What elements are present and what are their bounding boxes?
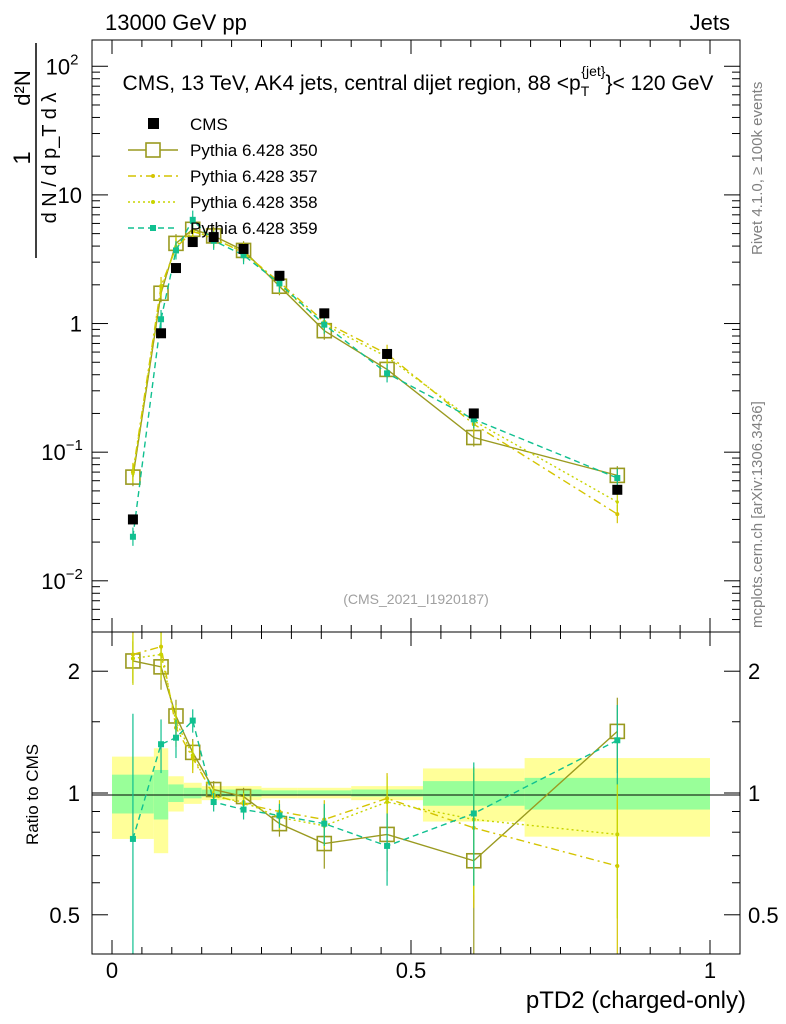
main-ytick-label: 102 — [46, 51, 79, 79]
marker-p359 — [172, 247, 179, 254]
ratio-marker-p358 — [190, 753, 195, 758]
x-axis-label: pTD2 (charged-only) — [526, 987, 746, 1014]
legend-marker-p359 — [150, 225, 156, 231]
mcplots-label: mcplots.cern.ch [arXiv:1306.3436] — [749, 401, 766, 628]
ratio-marker-p359 — [470, 810, 477, 817]
marker-cms — [274, 270, 285, 281]
ratio-marker-p358 — [615, 832, 620, 837]
legend-marker-cms — [148, 118, 159, 129]
marker-cms — [170, 263, 181, 274]
main-ytick-label: 10−1 — [41, 437, 83, 465]
ratio-panel: 0.5 0.5 1 1 2 2 0 0.5 1 Ratio to CMS — [23, 40, 779, 983]
xtick-label: 0 — [106, 958, 118, 983]
marker-p359 — [321, 321, 328, 328]
marker-p359 — [189, 216, 196, 223]
y-label-prefix: 1 — [9, 151, 36, 164]
marker-p359 — [276, 280, 283, 287]
legend-label-p350: Pythia 6.428 350 — [190, 141, 318, 160]
marker-p358 — [159, 287, 163, 291]
marker-cms — [238, 243, 249, 254]
marker-p358 — [131, 472, 135, 476]
ratio-marker-p358 — [385, 800, 390, 805]
marker-p358 — [615, 500, 619, 504]
ratio-marker-p359 — [614, 737, 621, 744]
header-jets-label: Jets — [690, 10, 730, 35]
header-energy-label: 13000 GeV pp — [105, 10, 247, 35]
marker-cms — [208, 232, 219, 243]
series-line-p350 — [132, 228, 618, 478]
marker-p359 — [384, 370, 391, 377]
ratio-band-inner — [297, 790, 352, 796]
ratio-ytick-label-right: 1 — [748, 781, 760, 806]
ratio-ytick-label-right: 2 — [748, 659, 760, 684]
y-label-numerator: d²N — [10, 70, 35, 105]
marker-p359 — [240, 252, 247, 259]
ratio-band-inner — [168, 784, 184, 803]
ratio-ytick-label: 1 — [68, 781, 80, 806]
marker-cms — [382, 348, 393, 359]
main-panel: 10−2 10−1 1 10 102 (CMS_2021_I1920187) CMS, … — [41, 39, 741, 633]
chart-title: CMS, 13 TeV, AK4 jets, central dijet reg… — [123, 63, 714, 99]
y-axis-label: 1 d²N d N / d p_T d λ — [9, 43, 61, 258]
ratio-marker-p359 — [321, 820, 328, 827]
ratio-marker-p359 — [189, 717, 196, 724]
analysis-id-watermark: (CMS_2021_I1920187) — [343, 591, 489, 607]
legend-marker-p358 — [151, 200, 155, 204]
ratio-ytick-label-right: 0.5 — [748, 903, 779, 928]
ratio-marker-p359 — [384, 842, 391, 849]
legend-label-p357: Pythia 6.428 357 — [190, 167, 318, 186]
marker-p359 — [470, 416, 477, 423]
main-ytick-label: 10 — [58, 183, 82, 208]
ratio-marker-p358 — [130, 656, 135, 661]
marker-cms — [319, 308, 330, 319]
marker-p359 — [614, 474, 621, 481]
marker-p358 — [191, 228, 195, 232]
legend-label-cms: CMS — [190, 115, 228, 134]
rivet-version-label: Rivet 4.1.0, ≥ 100k events — [749, 82, 766, 255]
ratio-ytick-label: 2 — [68, 659, 80, 684]
legend-label-p358: Pythia 6.428 358 — [190, 193, 318, 212]
series-line-p358 — [132, 229, 618, 503]
title-sub: T — [581, 83, 590, 99]
title-suffix: }< 120 GeV — [605, 72, 713, 95]
legend: CMS Pythia 6.428 350 Pythia 6.428 357 Pythi… — [128, 115, 318, 238]
ratio-marker-p359 — [129, 835, 136, 842]
ratio-ytick-label: 0.5 — [49, 903, 80, 928]
ratio-marker-p359 — [210, 799, 217, 806]
series-line-p357 — [132, 230, 618, 515]
marker-cms — [187, 237, 198, 248]
ratio-y-label: Ratio to CMS — [23, 744, 42, 845]
marker-cms — [127, 514, 138, 525]
y-label-denominator: d N / d p_T d λ — [39, 93, 61, 224]
ratio-marker-p358 — [159, 652, 164, 657]
ratio-marker-p359 — [240, 806, 247, 813]
series-line-p359 — [132, 218, 618, 537]
ratio-marker-p359 — [158, 741, 165, 748]
marker-p359 — [158, 316, 165, 323]
marker-cms — [156, 328, 167, 339]
legend-marker-p357 — [151, 174, 155, 178]
main-ytick-label: 1 — [70, 312, 82, 337]
marker-p357 — [615, 512, 620, 517]
ratio-band-inner — [183, 787, 202, 799]
xtick-label: 0.5 — [396, 958, 427, 983]
main-ytick-label: 10−2 — [41, 566, 83, 594]
legend-label-p359: Pythia 6.428 359 — [190, 219, 318, 238]
marker-cms — [612, 484, 623, 495]
xtick-label: 1 — [704, 958, 716, 983]
marker-p359 — [129, 533, 136, 540]
title-prefix: CMS, 13 TeV, AK4 jets, central dijet reg… — [123, 72, 581, 95]
legend-marker-p350 — [145, 142, 161, 158]
marker-cms — [468, 408, 479, 419]
ratio-marker-p359 — [276, 812, 283, 819]
ratio-band-inner — [261, 790, 298, 796]
title-sup: {jet} — [581, 63, 605, 79]
ratio-marker-p359 — [172, 734, 179, 741]
